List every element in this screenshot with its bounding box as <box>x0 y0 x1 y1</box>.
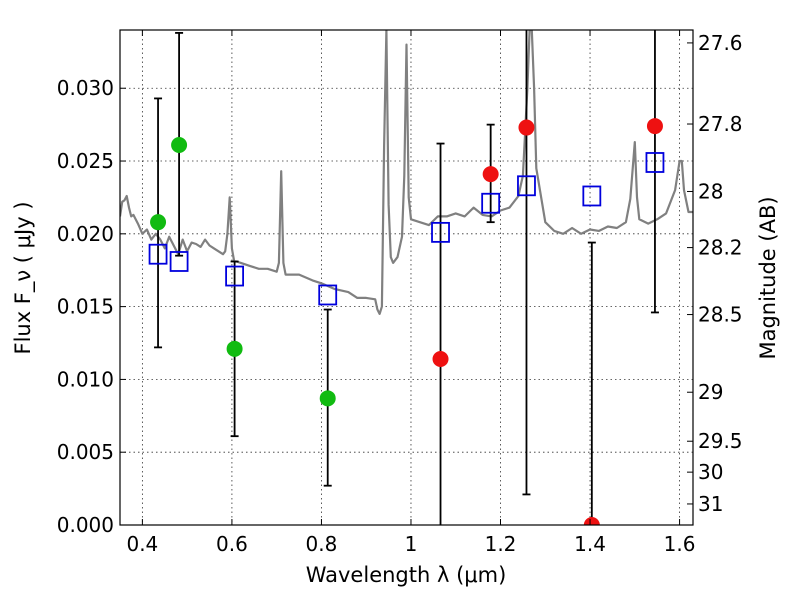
y-tick-label: 0.030 <box>57 76 114 100</box>
observed-flux-point <box>482 166 499 183</box>
x-tick-label: 1.6 <box>664 532 696 556</box>
mag-tick-label: 31 <box>698 492 723 516</box>
plot-frame <box>119 29 694 526</box>
observed-flux-point <box>518 119 535 136</box>
mag-tick-label: 28.2 <box>698 236 743 260</box>
y-tick-label: 0.015 <box>57 295 114 319</box>
mag-tick-label: 28.5 <box>698 303 743 327</box>
x-tick-label: 1.4 <box>574 532 606 556</box>
x-tick-label: 0.6 <box>216 532 248 556</box>
axis-ticks <box>120 30 693 526</box>
model-spectrum-line <box>120 30 693 315</box>
y-right-axis-label: Magnitude (AB) <box>756 196 780 359</box>
plot-area <box>120 30 693 525</box>
observed-flux-point <box>226 340 243 357</box>
x-axis-label: Wavelength λ (μm) <box>306 563 507 587</box>
observed-flux-point <box>150 214 167 231</box>
observed-flux-point <box>171 137 188 154</box>
model-flux-square <box>225 265 245 287</box>
mag-tick-label: 30 <box>698 460 723 484</box>
model-flux-square <box>481 192 501 214</box>
mag-tick-label: 28 <box>698 179 723 203</box>
model-flux-square <box>318 284 338 306</box>
model-flux-square <box>517 175 536 197</box>
x-tick-label: 1.2 <box>485 532 517 556</box>
model-flux-square <box>645 152 665 173</box>
model-spectrum <box>120 30 693 315</box>
x-tick-label: 1 <box>405 532 418 556</box>
data-markers <box>148 118 665 525</box>
x-tick-label: 0.8 <box>306 532 338 556</box>
model-flux-square <box>169 251 189 272</box>
observed-flux-point <box>432 351 449 368</box>
y-tick-label: 0.020 <box>57 222 114 246</box>
observed-flux-point <box>646 118 663 135</box>
model-flux-square <box>582 185 602 207</box>
mag-tick-label: 27.6 <box>698 31 743 55</box>
model-flux-square <box>431 221 450 243</box>
y-tick-label: 0.005 <box>57 440 114 464</box>
mag-tick-label: 29.5 <box>698 429 743 453</box>
mag-tick-label: 27.8 <box>698 112 743 136</box>
y-tick-label: 0.025 <box>57 149 114 173</box>
mag-tick-label: 29 <box>698 380 723 404</box>
model-flux-square <box>148 243 168 265</box>
observed-flux-point <box>319 390 336 407</box>
tick-labels: 0.4 0.6 0.8 1 1.2 1.4 1.6 0.000 0.005 0.010 0.015 0… <box>57 31 743 556</box>
y-axis-label: Flux F_ν ( μJy ) <box>11 201 36 354</box>
y-tick-label: 0.010 <box>57 367 114 391</box>
x-tick-label: 0.4 <box>126 532 158 556</box>
observed-flux-point <box>583 517 600 525</box>
y-tick-label: 0.000 <box>57 513 114 537</box>
